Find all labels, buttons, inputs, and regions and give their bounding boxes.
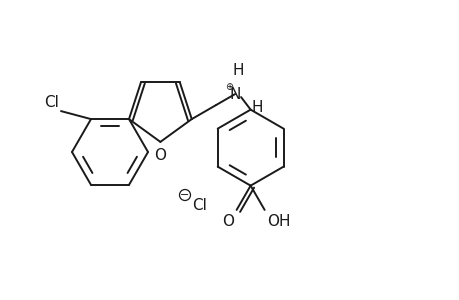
Text: N: N <box>229 87 240 102</box>
Text: O: O <box>154 148 166 163</box>
Text: Cl: Cl <box>44 95 59 110</box>
Text: H: H <box>232 63 243 78</box>
Text: H: H <box>251 100 262 115</box>
Text: OH: OH <box>266 214 290 229</box>
Text: ⊕: ⊕ <box>224 82 233 92</box>
Text: O: O <box>221 214 233 229</box>
Text: −: − <box>180 190 189 200</box>
Text: Cl: Cl <box>191 197 207 212</box>
